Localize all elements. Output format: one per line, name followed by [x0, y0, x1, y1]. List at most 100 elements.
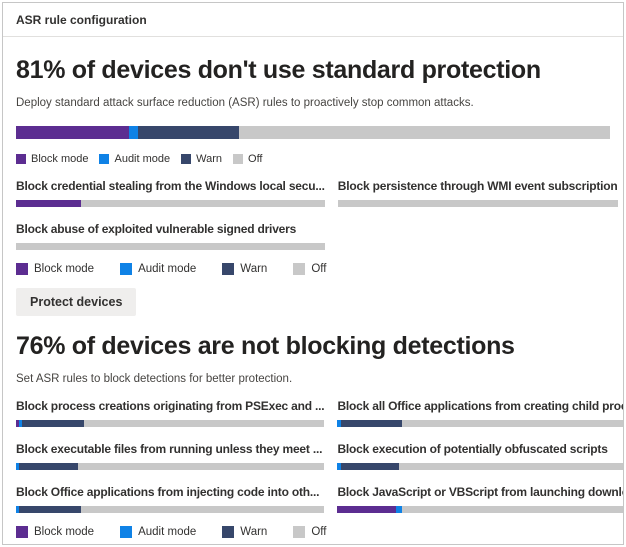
block-swatch-icon	[16, 525, 28, 538]
legend-item-block: Block mode	[16, 153, 88, 165]
legend-item-audit: Audit mode	[120, 525, 197, 538]
bar-segment-warn	[137, 125, 239, 139]
legend-label: Block mode	[34, 525, 95, 538]
rule-label: Block persistence through WMI event subs…	[337, 178, 618, 193]
bar-segment-off	[401, 505, 623, 513]
bar-segment-audit	[337, 419, 341, 427]
bar-segment-audit	[16, 505, 20, 513]
rule-item: Block Office applications from injecting…	[16, 484, 325, 513]
legend-label: Off	[248, 152, 263, 165]
bar-segment-off	[401, 419, 623, 427]
bar-segment-off	[80, 505, 325, 513]
legend-item-warn: Warn	[222, 525, 268, 538]
bar-segment-block	[337, 505, 396, 513]
rule-item: Block process creations originating from…	[16, 398, 325, 427]
rule-item: Block JavaScript or VBScript from launch…	[337, 484, 624, 513]
rule-progress-bar	[337, 199, 618, 207]
rule-label: Block process creations originating from…	[16, 398, 325, 413]
rule-label: Block credential stealing from the Windo…	[16, 178, 325, 193]
legend-label: Audit mode	[138, 262, 197, 275]
legend-label: Warn	[196, 152, 223, 165]
rule-progress-bar	[16, 199, 325, 207]
rule-label: Block all Office applications from creat…	[337, 398, 624, 413]
rule-label: Block execution of potentially obfuscate…	[337, 441, 608, 456]
legend-item-off: Off	[293, 525, 327, 538]
legend-item-block: Block mode	[16, 525, 95, 538]
warn-swatch-icon	[222, 262, 235, 275]
legend-blocking: Block mode Audit mode Warn Off	[16, 525, 610, 538]
rule-item: Block execution of potentially obfuscate…	[337, 441, 623, 470]
legend-item-audit: Audit mode	[120, 262, 197, 275]
rule-item: Block persistence through WMI event subs…	[337, 178, 618, 207]
protect-devices-button[interactable]: Protect devices	[16, 287, 137, 316]
bar-segment-warn	[19, 462, 78, 470]
legend-label: Warn	[240, 262, 268, 275]
card-title: ASR rule configuration	[16, 12, 147, 27]
standard-actions: Protect devices	[16, 287, 610, 316]
legend-label: Audit mode	[114, 152, 171, 165]
bar-segment-off	[337, 199, 618, 207]
bar-segment-audit	[337, 462, 341, 470]
bar-segment-off	[80, 199, 325, 207]
audit-swatch-icon	[120, 262, 133, 275]
bar-segment-audit	[128, 125, 138, 139]
off-swatch-icon	[293, 525, 306, 538]
standard-rules-grid: Block credential stealing from the Windo…	[16, 179, 618, 250]
standard-protection-heading: 81% of devices don't use standard protec…	[16, 56, 541, 84]
blocking-rules-grid: Block process creations originating from…	[16, 398, 623, 513]
card-header: ASR rule configuration	[3, 3, 623, 37]
legend-label: Audit mode	[138, 525, 197, 538]
bar-segment-audit	[395, 505, 402, 513]
rule-progress-bar	[16, 462, 325, 470]
legend-label: Warn	[240, 525, 268, 538]
warn-swatch-icon	[222, 525, 235, 538]
off-swatch-icon	[233, 153, 244, 164]
bar-segment-warn	[19, 505, 81, 513]
rule-item: Block all Office applications from creat…	[337, 398, 624, 427]
bar-segment-off	[83, 419, 325, 427]
warn-swatch-icon	[181, 153, 192, 164]
bar-segment-block	[16, 125, 129, 139]
blocking-detections-subtitle: Set ASR rules to block detections for be…	[16, 372, 293, 385]
legend-label: Off	[311, 525, 327, 538]
legend-label: Off	[311, 262, 327, 275]
rule-label: Block JavaScript or VBScript from launch…	[337, 484, 624, 499]
bar-segment-warn	[340, 419, 402, 427]
rule-label: Block executable files from running unle…	[16, 441, 323, 456]
rule-progress-bar	[16, 242, 325, 250]
bar-segment-block	[16, 199, 81, 207]
rule-label: Block Office applications from injecting…	[16, 484, 320, 499]
bar-segment-off	[77, 462, 325, 470]
rule-progress-bar	[16, 419, 325, 427]
legend-item-block: Block mode	[16, 262, 95, 275]
block-swatch-icon	[16, 262, 28, 275]
bar-segment-off	[398, 462, 623, 470]
rule-progress-bar	[337, 462, 623, 470]
bar-segment-warn	[22, 419, 84, 427]
legend-item-off: Off	[233, 152, 263, 165]
rule-item: Block executable files from running unle…	[16, 441, 325, 470]
rule-item: Block abuse of exploited vulnerable sign…	[16, 222, 325, 250]
rule-item: Block credential stealing from the Windo…	[16, 179, 325, 207]
bar-segment-block	[16, 419, 20, 427]
bar-segment-off	[16, 242, 325, 250]
legend-top: Block mode Audit mode Warn Off	[16, 153, 610, 165]
legend-item-warn: Warn	[181, 153, 222, 165]
rule-progress-bar	[337, 505, 623, 513]
legend-item-audit: Audit mode	[99, 153, 170, 165]
legend-item-warn: Warn	[222, 262, 268, 275]
bar-segment-audit	[16, 462, 20, 470]
blocking-detections-heading: 76% of devices are not blocking detectio…	[16, 331, 515, 360]
audit-swatch-icon	[99, 153, 110, 164]
bar-segment-off	[238, 125, 610, 139]
off-swatch-icon	[293, 262, 306, 275]
card-content: 81% of devices don't use standard protec…	[3, 56, 623, 544]
legend-label: Block mode	[34, 262, 95, 275]
legend-item-off: Off	[293, 262, 327, 275]
rule-progress-bar	[16, 505, 325, 513]
bar-segment-warn	[340, 462, 399, 470]
bar-segment-audit	[19, 419, 23, 427]
legend-label: Block mode	[31, 152, 89, 165]
rule-progress-bar	[337, 419, 623, 427]
